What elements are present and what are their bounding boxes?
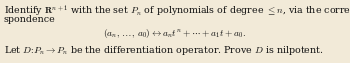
Text: $(a_n,\, \ldots,\, a_0) \leftrightarrow a_n t^n + \cdots + a_1 t + a_0.$: $(a_n,\, \ldots,\, a_0) \leftrightarrow … — [103, 27, 247, 40]
Text: Let $D\colon P_n \to P_n$ be the differentiation operator. Prove $D$ is nilpoten: Let $D\colon P_n \to P_n$ be the differe… — [4, 44, 323, 57]
Text: Identify $\mathbf{R}^{n+1}$ with the set $P_n$ of polynomials of degree $\leq n$: Identify $\mathbf{R}^{n+1}$ with the set… — [4, 4, 350, 19]
Text: spondence: spondence — [4, 15, 55, 24]
